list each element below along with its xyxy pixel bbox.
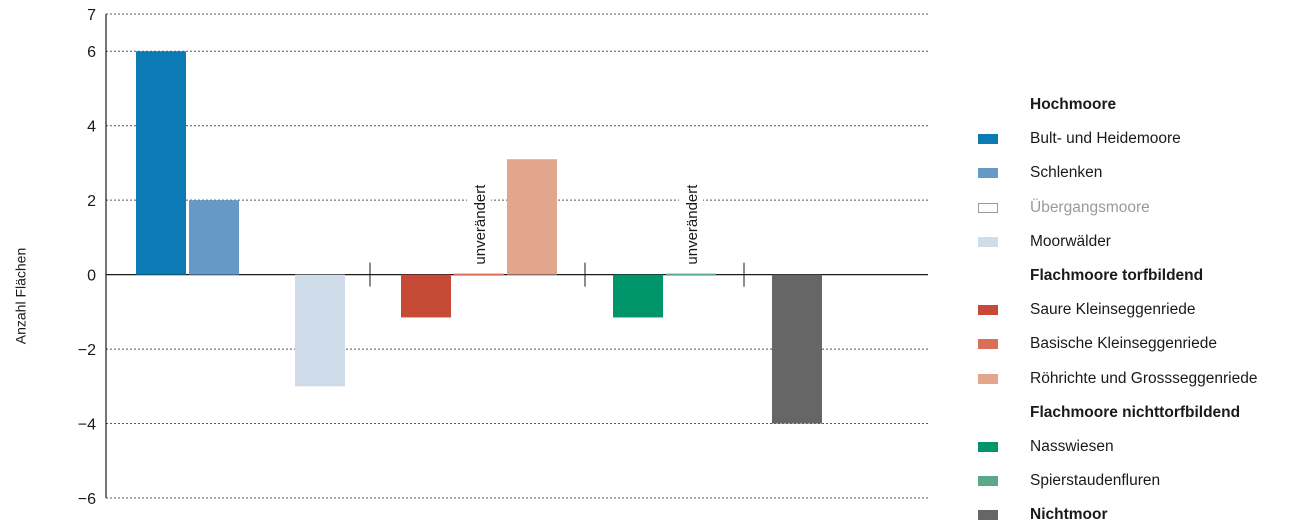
legend-swatch [978,168,998,179]
annotation-unveraendert: unverändert [472,184,489,265]
legend-label: Übergangsmoore [1030,198,1150,216]
legend-item: Nichtmoor [978,498,1294,532]
legend-group-heading: Hochmoore [978,88,1294,122]
y-tick-label: 2 [87,193,96,210]
legend-swatch [978,236,998,247]
legend-swatch [978,305,998,316]
y-axis-title: Anzahl Flächen [13,248,29,345]
legend-label: Basische Kleinseggenriede [1030,335,1217,353]
legend-label: Saure Kleinseggenriede [1030,301,1196,319]
y-tick-label: 4 [87,119,96,136]
legend-swatch [978,373,998,384]
legend-item: Übergangsmoore [978,191,1294,225]
legend-item: Schlenken [978,156,1294,190]
bar-moorwälder [295,274,345,387]
legend-item: Bult- und Heidemoore [978,122,1294,156]
group-separators [369,262,745,287]
legend-item: Spierstaudenfluren [978,464,1294,498]
legend-group-label: Hochmoore [1030,96,1117,114]
bar-chart: 7 6 4 2 0 −2 −4 −6 unverändert unverändert Anzah… [13,7,928,508]
legend-item: Nasswiesen [978,430,1294,464]
legend-swatch [978,510,998,521]
legend-label: Spierstaudenfluren [1030,472,1161,490]
bar-zero-basische-kleinseggenriede [454,273,504,276]
bars [136,51,822,424]
legend-swatch [978,202,998,213]
legend-group-label: Flachmoore torfbildend [1030,267,1204,285]
bar-saure-kleinseggenriede [401,274,451,318]
bar-schlenken [189,200,239,275]
legend-group-heading: Flachmoore torfbildend [978,259,1294,293]
y-tick-label: 7 [87,7,96,24]
legend-label: Bult- und Heidemoore [1030,130,1181,148]
legend-item: Moorwälder [978,225,1294,259]
legend-swatch [978,441,998,452]
legend-label: Nasswiesen [1030,437,1114,455]
y-tick-label: −6 [78,491,96,508]
legend-label: Röhrichte und Grossseggenriede [1030,369,1258,387]
annotation-backdrop [467,174,491,271]
bar-röhrichte-und-grossseggenriede [507,159,557,275]
annotation-unveraendert: unverändert [684,184,701,265]
legend-swatch [978,339,998,350]
legend-label: Schlenken [1030,164,1103,182]
legend-item: Röhrichte und Grossseggenriede [978,362,1294,396]
y-tick-label: −4 [78,417,96,434]
legend-group-label: Flachmoore nichttorfbildend [1030,403,1241,421]
y-tick-label: 6 [87,44,96,61]
annotations: unverändert unverändert [467,174,703,271]
bar-nasswiesen [613,274,663,318]
legend: Hochmoore Bult- und Heidemoore Schlenken Üb… [978,88,1294,532]
y-tick-label: −2 [78,342,96,359]
legend-item: Saure Kleinseggenriede [978,293,1294,327]
annotation-backdrop [679,174,703,271]
bar-bult-und-heidemoore [136,51,186,275]
y-tick-label: 0 [87,268,96,285]
legend-swatch [978,476,998,487]
legend-item: Basische Kleinseggenriede [978,327,1294,361]
y-tick-labels: 7 6 4 2 0 −2 −4 −6 [78,7,96,508]
legend-label: Moorwälder [1030,232,1111,250]
bar-nichtmoor [772,274,822,424]
legend-group-heading: Flachmoore nichttorfbildend [978,396,1294,430]
legend-swatch [978,134,998,145]
legend-label: Nichtmoor [1030,506,1108,524]
bar-zero-spierstaudenfluren [666,273,716,276]
